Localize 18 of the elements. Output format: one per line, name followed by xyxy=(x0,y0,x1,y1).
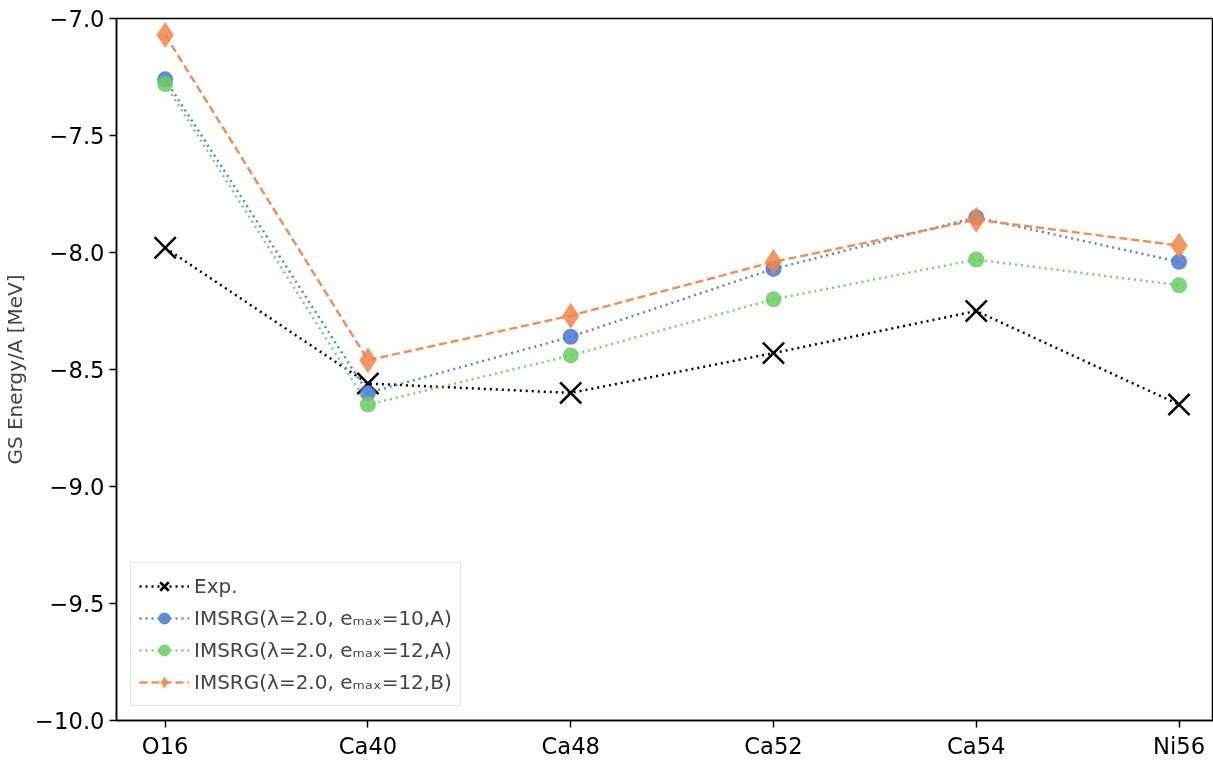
x-tick-label: O16 xyxy=(141,732,189,759)
y-axis-title: GS Energy/A [MeV] xyxy=(3,274,28,465)
legend-label: IMSRG(λ=2.0, eₘₐₓ=12,A) xyxy=(194,638,452,662)
x-tick-label: Ca40 xyxy=(338,732,398,759)
y-tick-label: −7.0 xyxy=(49,6,105,32)
y-tick-label: −8.5 xyxy=(49,357,105,383)
x-tick-label: Ca48 xyxy=(541,732,600,759)
y-tick-label: −10.0 xyxy=(35,708,105,734)
y-tick-label: −9.0 xyxy=(49,474,105,500)
y-tick-label: −8.0 xyxy=(49,240,105,266)
x-tick-label: Ca54 xyxy=(946,732,1006,759)
x-tick-label: Ca52 xyxy=(744,732,803,759)
x-tick-label: Ni56 xyxy=(1152,732,1206,759)
legend-label: IMSRG(λ=2.0, eₘₐₓ=10,A) xyxy=(194,606,452,630)
legend-label: IMSRG(λ=2.0, eₘₐₓ=12,B) xyxy=(194,670,452,694)
legend-label: Exp. xyxy=(194,574,238,598)
y-tick-label: −7.5 xyxy=(49,123,105,149)
y-tick-label: −9.5 xyxy=(49,591,105,617)
